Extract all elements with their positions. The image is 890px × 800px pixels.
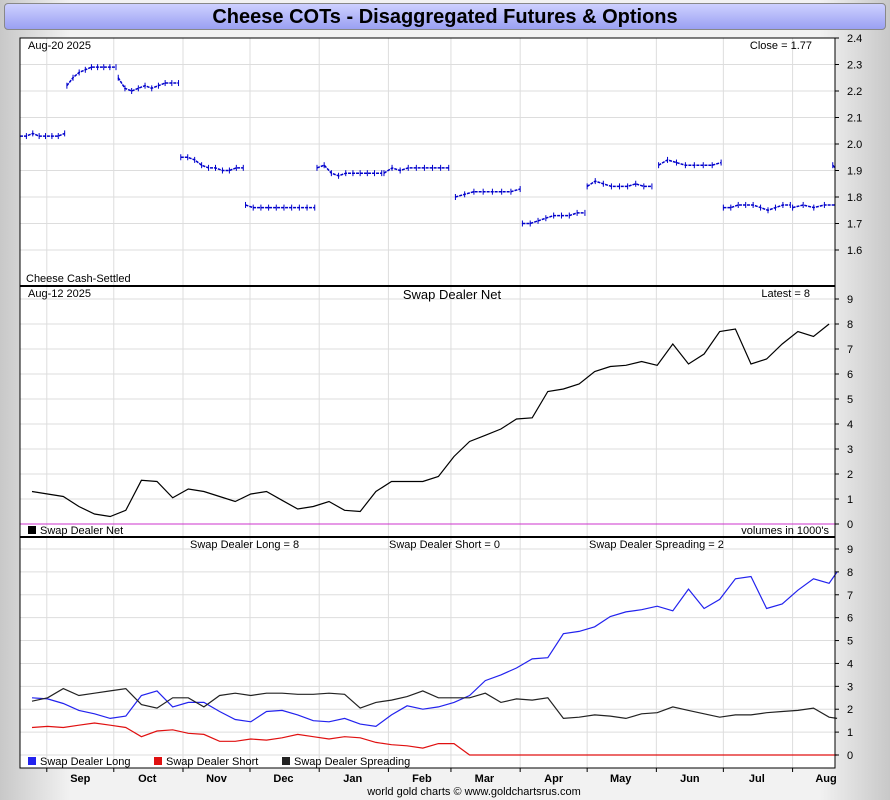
- price-date-label: Aug-20 2025: [28, 40, 91, 52]
- net-ytick-label: 7: [847, 344, 853, 356]
- price-series-label: Cheese Cash-Settled: [26, 273, 131, 285]
- net-ytick-label: 3: [847, 444, 853, 456]
- price-ytick-label: 1.6: [847, 245, 862, 257]
- month-label: Nov: [206, 773, 228, 785]
- spreading-latest-label: Swap Dealer Spreading = 2: [589, 539, 724, 551]
- comp-ytick-label: 4: [847, 658, 853, 670]
- net-line: [31, 323, 830, 518]
- price-ytick-label: 2.1: [847, 113, 862, 125]
- price-segment: [20, 132, 65, 137]
- comp-ytick-label: 5: [847, 636, 853, 648]
- month-label: Feb: [412, 773, 432, 785]
- short-legend-label: Swap Dealer Short: [166, 756, 258, 768]
- net-latest-label: Latest = 8: [761, 288, 810, 300]
- month-label: Jun: [680, 773, 700, 785]
- price-segment: [316, 164, 382, 177]
- net-date-label: Aug-12 2025: [28, 288, 91, 300]
- net-ytick-label: 8: [847, 319, 853, 331]
- comp-ytick-label: 2: [847, 704, 853, 716]
- net-ytick-label: 4: [847, 419, 853, 431]
- price-segment: [723, 204, 791, 212]
- price-ytick-label: 2.3: [847, 60, 862, 72]
- month-label: Mar: [475, 773, 495, 785]
- component-series: [31, 571, 838, 756]
- net-panel-title: Swap Dealer Net: [403, 287, 502, 302]
- comp-ytick-label: 3: [847, 681, 853, 693]
- plot-area: [20, 38, 835, 768]
- comp-ytick-label: 8: [847, 567, 853, 579]
- price-segment: [66, 66, 116, 87]
- short-legend-swatch: [154, 757, 162, 765]
- month-label: Aug: [815, 773, 836, 785]
- month-label: May: [610, 773, 632, 785]
- short-latest-label: Swap Dealer Short = 0: [389, 539, 500, 551]
- price-segment: [658, 159, 722, 166]
- footer-credit: world gold charts © www.goldchartsrus.co…: [366, 786, 581, 798]
- net-ytick-label: 2: [847, 469, 853, 481]
- long-legend-label: Swap Dealer Long: [40, 756, 131, 768]
- net-legend-swatch: [28, 526, 36, 534]
- price-ytick-label: 1.9: [847, 166, 862, 178]
- comp-ytick-label: 1: [847, 727, 853, 739]
- price-ytick-label: 2.2: [847, 86, 862, 98]
- net-ytick-label: 0: [847, 519, 853, 531]
- comp-ytick-label: 6: [847, 613, 853, 625]
- month-label: Sep: [70, 773, 90, 785]
- month-label: Oct: [138, 773, 157, 785]
- price-ytick-label: 2.0: [847, 139, 862, 151]
- month-label: Jul: [749, 773, 765, 785]
- long-legend-swatch: [28, 757, 36, 765]
- price-close-label: Close = 1.77: [750, 40, 812, 52]
- price-segment: [117, 77, 179, 92]
- spreading-legend-label: Swap Dealer Spreading: [294, 756, 410, 768]
- long-latest-label: Swap Dealer Long = 8: [190, 539, 299, 551]
- net-ytick-label: 1: [847, 494, 853, 506]
- plot-border: [19, 37, 836, 769]
- short-line: [31, 722, 838, 756]
- price-ytick-label: 2.4: [847, 33, 862, 45]
- comp-ytick-label: 7: [847, 590, 853, 602]
- spreading-legend-swatch: [282, 757, 290, 765]
- comp-ytick-label: 0: [847, 750, 853, 762]
- net-ytick-label: 5: [847, 394, 853, 406]
- price-segment: [180, 156, 244, 172]
- month-label: Apr: [544, 773, 564, 785]
- page-title: Cheese COTs - Disaggregated Futures & Op…: [4, 3, 886, 30]
- net-ytick-label: 6: [847, 369, 853, 381]
- price-segment: [245, 204, 315, 209]
- price-segment: [455, 188, 521, 198]
- comp-ytick-label: 9: [847, 544, 853, 556]
- month-label: Jan: [343, 773, 362, 785]
- grid-lines: [20, 37, 835, 768]
- price-ytick-label: 1.8: [847, 192, 862, 204]
- net-series: [31, 323, 830, 518]
- axis-ticks: Sep Oct Nov Dec Jan Feb Mar Apr May Jun Jul Aug 2.4 2…: [46, 33, 862, 785]
- net-legend-label: Swap Dealer Net: [40, 525, 123, 537]
- spreading-line: [31, 687, 838, 720]
- month-label: Dec: [273, 773, 293, 785]
- net-ytick-label: 9: [847, 294, 853, 306]
- net-units-label: volumes in 1000's: [741, 525, 829, 537]
- price-ytick-label: 1.7: [847, 219, 862, 231]
